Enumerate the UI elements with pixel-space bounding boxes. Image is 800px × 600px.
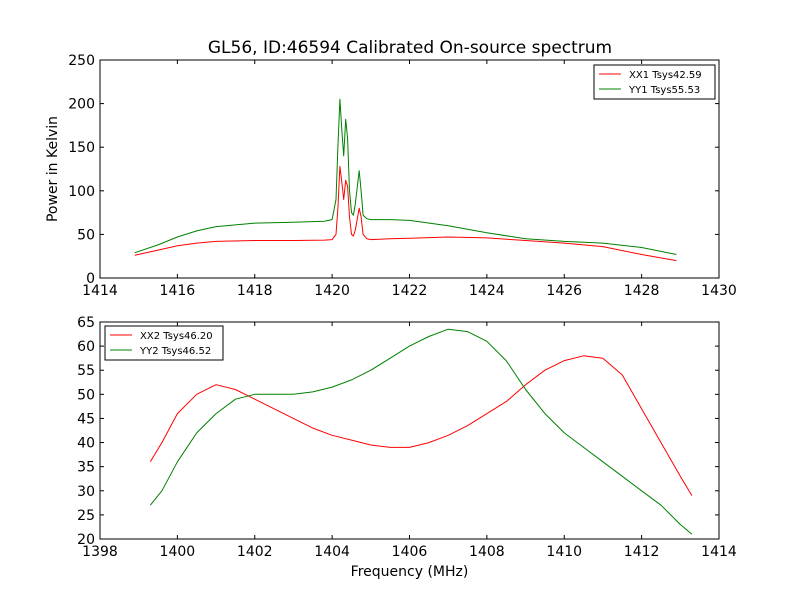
x-tick-label-0-4: 1422	[392, 283, 428, 299]
y-tick-label-0-3: 150	[68, 140, 95, 156]
y-axis-label-0: Power in Kelvin	[45, 116, 61, 222]
y-tick-label-1-7: 55	[77, 363, 95, 379]
legend-box-0	[593, 64, 716, 100]
series-line-0-1	[134, 98, 677, 255]
x-tick-label-1-5: 1408	[469, 544, 505, 560]
y-tick-label-1-9: 65	[77, 315, 95, 331]
x-tick-label-1-2: 1402	[237, 544, 273, 560]
x-tick-label-0-0: 1414	[82, 283, 118, 299]
legend-label-1-0: XX2 Tsys46.20	[140, 331, 213, 342]
x-tick-label-0-8: 1430	[701, 283, 737, 299]
bottom-chart: 1398 1400 1402 1404 1406 1408 1410 1412 1414 20 25…	[77, 315, 737, 580]
legend-label-1-1: YY2 Tsys46.52	[139, 346, 211, 357]
x-tick-label-0-6: 1426	[546, 283, 582, 299]
y-tick-label-0-4: 200	[68, 97, 95, 113]
x-tick-label-1-8: 1414	[701, 544, 737, 560]
x-tick-label-1-4: 1406	[392, 544, 428, 560]
x-tick-label-1-1: 1400	[160, 544, 196, 560]
x-tick-label-1-3: 1404	[314, 544, 350, 560]
y-tick-label-1-3: 35	[77, 460, 95, 476]
y-tick-label-0-0: 0	[86, 271, 95, 287]
y-tick-label-1-2: 30	[77, 484, 95, 500]
legend-0: XX1 Tsys42.59 YY1 Tsys55.53	[593, 64, 716, 100]
series-line-1-1	[149, 328, 693, 535]
series-line-0-0	[134, 165, 677, 262]
series-line-1-0	[149, 355, 693, 496]
y-tick-label-0-1: 50	[77, 227, 95, 243]
legend-1: XX2 Tsys46.20 YY2 Tsys46.52	[104, 325, 224, 361]
y-tick-label-1-1: 25	[77, 508, 95, 524]
y-tick-label-1-6: 50	[77, 387, 95, 403]
top-chart: 1414 1416 1418 1420 1422 1424 1426 1428 1430 0 50 1…	[45, 53, 737, 299]
x-tick-label-1-6: 1410	[546, 544, 582, 560]
legend-label-0-0: XX1 Tsys42.59	[629, 70, 702, 81]
chart-title: GL56, ID:46594 Calibrated On-source spec…	[208, 38, 612, 58]
x-tick-label-1-0: 1398	[82, 544, 118, 560]
y-tick-label-1-0: 20	[77, 532, 95, 548]
legend-box-1	[104, 325, 224, 361]
x-tick-label-1-7: 1412	[624, 544, 660, 560]
x-tick-label-0-3: 1420	[314, 283, 350, 299]
legend-label-0-1: YY1 Tsys55.53	[628, 85, 700, 96]
y-tick-label-1-4: 40	[77, 436, 95, 452]
x-axis-label-1: Frequency (MHz)	[351, 564, 469, 580]
x-tick-label-0-5: 1424	[469, 283, 505, 299]
y-tick-label-1-5: 45	[77, 411, 95, 427]
y-tick-label-1-8: 60	[77, 339, 95, 355]
y-tick-label-0-2: 100	[68, 184, 95, 200]
x-tick-label-0-7: 1428	[624, 283, 660, 299]
y-tick-label-0-5: 250	[68, 53, 95, 69]
x-tick-label-0-1: 1416	[160, 283, 196, 299]
x-tick-label-0-2: 1418	[237, 283, 273, 299]
